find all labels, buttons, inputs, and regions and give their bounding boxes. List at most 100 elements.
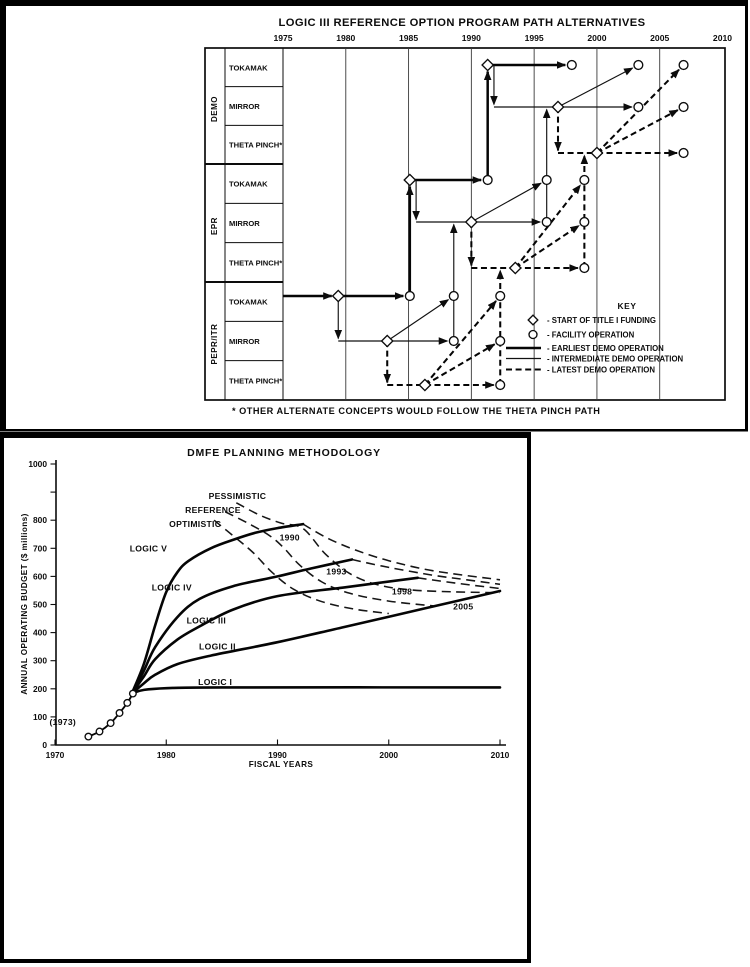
year-tick-label: 2000 bbox=[587, 33, 606, 43]
key-diamond-icon bbox=[527, 314, 539, 326]
y-tick-label: 600 bbox=[33, 571, 47, 581]
curve-annotation: LOGIC II bbox=[199, 642, 236, 652]
title-i-funding-diamond bbox=[464, 215, 478, 229]
border-bar bbox=[0, 429, 748, 432]
group-label: DEMO bbox=[210, 96, 219, 122]
series-curve-reference bbox=[224, 511, 434, 607]
title-i-funding-diamond bbox=[551, 100, 565, 114]
facility-operation-circle bbox=[448, 335, 459, 347]
border-bar bbox=[0, 0, 748, 6]
y-tick-label: 0 bbox=[42, 740, 47, 750]
series-curve-logic-v bbox=[131, 522, 305, 693]
y-tick-label: 500 bbox=[33, 600, 47, 610]
facility-operation-circle bbox=[579, 262, 590, 274]
border-bar bbox=[0, 432, 531, 438]
key-item-label: - START OF TITLE I FUNDING bbox=[547, 316, 656, 325]
y-tick-label: 700 bbox=[33, 543, 47, 553]
facility-operation-circle bbox=[404, 290, 415, 302]
curve-annotation: (1973) bbox=[49, 717, 76, 727]
facility-operation-circle bbox=[678, 101, 689, 113]
series-curve-logic-iv-latest-extension bbox=[351, 558, 501, 586]
path-edge-thin bbox=[386, 299, 450, 342]
path-edge-thin bbox=[471, 182, 542, 223]
curve-annotation: OPTIMISTIC bbox=[169, 519, 221, 529]
facility-operation-circle bbox=[541, 216, 552, 228]
path-edge-dashed bbox=[424, 300, 497, 386]
facility-operation-circle bbox=[633, 59, 644, 71]
title-i-funding-diamond bbox=[331, 289, 345, 303]
facility-operation-circle bbox=[482, 174, 493, 186]
figure2-x-axis-label: FISCAL YEARS bbox=[249, 760, 314, 769]
title-i-funding-diamond bbox=[380, 334, 394, 348]
curve-annotation: 1998 bbox=[392, 587, 412, 597]
figure1-milestone-nodes bbox=[331, 58, 689, 392]
x-tick-label: 2000 bbox=[379, 750, 398, 760]
facility-operation-circle bbox=[495, 335, 506, 347]
series-curve-logic-ii bbox=[131, 589, 502, 695]
figure2-axes: 0 100 200 300 400 500 600 700 800 1000 1970 1980 199… bbox=[28, 459, 509, 760]
facility-operation-circle bbox=[579, 216, 590, 228]
title-i-funding-diamond bbox=[418, 378, 432, 392]
year-tick-label: 1995 bbox=[525, 33, 544, 43]
actual-budget-point bbox=[128, 689, 137, 698]
row-label: MIRROR bbox=[229, 219, 260, 228]
figure2-y-axis-label: ANNUAL OPERATING BUDGET ($ millions) bbox=[20, 513, 29, 695]
series-curve-optimistic bbox=[213, 519, 389, 615]
title-i-funding-diamond bbox=[403, 173, 417, 187]
group-label: PEPR/ITR bbox=[210, 324, 219, 365]
curve-annotation: 2005 bbox=[453, 601, 473, 611]
x-tick-label: 1990 bbox=[268, 750, 287, 760]
row-label: THETA PINCH* bbox=[229, 141, 282, 150]
curve-annotation: REFERENCE bbox=[185, 505, 241, 515]
y-tick-label: 200 bbox=[33, 684, 47, 694]
series-curve-logic-iii-latest-extension bbox=[417, 577, 501, 590]
curve-annotation: LOGIC III bbox=[187, 616, 226, 626]
row-label: MIRROR bbox=[229, 337, 260, 346]
title-i-funding-diamond bbox=[590, 146, 604, 160]
border-bar bbox=[0, 959, 531, 963]
facility-operation-circle bbox=[566, 59, 577, 71]
year-tick-label: 1985 bbox=[399, 33, 418, 43]
series-curve-logic-iv bbox=[131, 558, 354, 693]
border-bar bbox=[0, 0, 6, 431]
y-tick-label: 800 bbox=[33, 515, 47, 525]
figure-program-path-alternatives: LOGIC III REFERENCE OPTION PROGRAM PATH … bbox=[204, 17, 732, 416]
series-curve-pessimistic bbox=[235, 502, 501, 594]
facility-operation-circle bbox=[448, 290, 459, 302]
key-item-label: - FACILITY OPERATION bbox=[547, 330, 635, 339]
path-edge-dashed bbox=[514, 224, 580, 269]
figure1-footnote: * OTHER ALTERNATE CONCEPTS WOULD FOLLOW … bbox=[232, 406, 600, 416]
year-tick-label: 1990 bbox=[462, 33, 481, 43]
facility-operation-circle bbox=[541, 174, 552, 186]
row-label: MIRROR bbox=[229, 102, 260, 111]
key-item-label: - INTERMEDIATE DEMO OPERATION bbox=[547, 354, 684, 363]
row-label: TOKAMAK bbox=[229, 180, 268, 189]
row-label: TOKAMAK bbox=[229, 298, 268, 307]
curve-annotation: 1993 bbox=[326, 566, 346, 576]
curve-annotation: LOGIC IV bbox=[152, 582, 192, 592]
actual-budget-point bbox=[106, 719, 115, 728]
year-tick-label: 1980 bbox=[336, 33, 355, 43]
border-bar bbox=[527, 432, 531, 963]
year-tick-label: 1975 bbox=[273, 33, 292, 43]
path-edge-thin bbox=[557, 67, 634, 108]
facility-operation-circle bbox=[678, 59, 689, 71]
figure2-title: DMFE PLANNING METHODOLOGY bbox=[187, 447, 381, 459]
actual-budget-point bbox=[84, 732, 93, 741]
table-frame bbox=[204, 47, 726, 401]
curve-annotation: LOGIC V bbox=[130, 543, 167, 553]
border-bar bbox=[0, 432, 4, 963]
facility-operation-circle bbox=[495, 379, 506, 391]
x-tick-label: 1970 bbox=[46, 750, 65, 760]
figure-dmfe-planning-methodology: DMFE PLANNING METHODOLOGY 0 100 200 300 400 5… bbox=[20, 447, 510, 769]
actual-budget-point bbox=[115, 708, 124, 717]
key-title: KEY bbox=[617, 301, 636, 311]
actual-budget-point bbox=[123, 698, 132, 707]
figure1-row-labels: DEMO TOKAMAK MIRROR THETA PINCH* EPR TOKAMAK M… bbox=[210, 63, 282, 385]
series-curve-logic-iii bbox=[131, 576, 419, 694]
series-curve-logic-v-latest-extension bbox=[302, 523, 501, 581]
row-label: THETA PINCH* bbox=[229, 258, 282, 267]
figure2-annotations: LOGIC V LOGIC IV LOGIC III LOGIC II LOGIC I O… bbox=[49, 491, 473, 727]
figure1-key-legend: KEY - START OF TITLE I FUNDING - FACILITY… bbox=[506, 301, 684, 374]
